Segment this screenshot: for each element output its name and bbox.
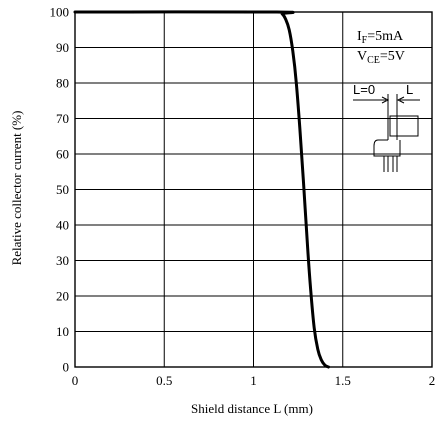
x-tick-label: 2: [429, 373, 436, 388]
y-tick-label: 50: [56, 182, 69, 197]
y-tick-label: 70: [56, 111, 69, 126]
x-tick-label: 0: [72, 373, 79, 388]
y-tick-label: 30: [56, 253, 69, 268]
y-tick-label: 90: [56, 40, 69, 55]
y-tick-label: 100: [50, 5, 70, 20]
y-tick-label: 40: [56, 218, 69, 233]
forward-current-label: IF=5mA: [357, 29, 404, 46]
y-tick-label: 10: [56, 324, 69, 339]
shield-distance-diagram: L=0 L: [353, 82, 420, 172]
y-tick-label: 0: [63, 360, 70, 375]
collector-emitter-voltage-label: VCE=5V: [357, 49, 405, 66]
grid-lines: [75, 12, 432, 367]
x-tick-labels: 0 0.5 1 1.5 2: [72, 373, 436, 388]
y-tick-label: 20: [56, 289, 69, 304]
plot-frame: [74, 11, 433, 368]
y-axis-label: Relative collector current (%): [9, 111, 24, 266]
x-axis-label: Shield distance L (mm): [191, 401, 313, 416]
y-tick-label: 60: [56, 147, 69, 162]
y-tick-labels: 0 10 20 30 40 50 60 70 80 90 100: [50, 5, 70, 375]
x-tick-label: 0.5: [156, 373, 172, 388]
x-tick-label: 1.5: [335, 373, 351, 388]
y-tick-label: 80: [56, 76, 69, 91]
inset-label-l: L: [406, 82, 413, 97]
inset-label-l0: L=0: [353, 82, 375, 97]
x-tick-label: 1: [250, 373, 257, 388]
series-line: [73, 10, 330, 369]
